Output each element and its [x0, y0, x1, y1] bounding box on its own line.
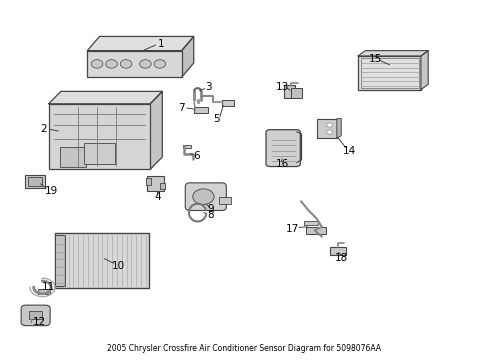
Bar [357, 56, 420, 90]
Polygon shape [420, 51, 427, 90]
Bar [329, 247, 345, 255]
Text: 10: 10 [112, 261, 125, 271]
Text: 4: 4 [154, 192, 161, 202]
Bar [304, 221, 317, 225]
Text: 9: 9 [207, 204, 214, 215]
Circle shape [105, 60, 117, 68]
Circle shape [120, 60, 132, 68]
Polygon shape [150, 91, 162, 169]
Text: 14: 14 [343, 146, 356, 156]
Bar [87, 51, 181, 77]
Text: 11: 11 [42, 282, 55, 292]
Bar [29, 311, 42, 319]
Bar [147, 176, 163, 191]
Text: 15: 15 [367, 54, 381, 64]
FancyBboxPatch shape [21, 305, 50, 326]
Circle shape [139, 60, 151, 68]
Circle shape [91, 60, 102, 68]
Bar [291, 88, 302, 99]
Text: 8: 8 [207, 210, 214, 220]
Circle shape [154, 60, 165, 68]
Polygon shape [336, 119, 341, 138]
Text: 1: 1 [158, 39, 164, 49]
Bar [219, 197, 231, 204]
Bar [182, 145, 191, 148]
Bar [306, 227, 325, 234]
Text: 19: 19 [44, 186, 58, 195]
Text: 16: 16 [275, 159, 288, 169]
Bar [284, 85, 294, 98]
Bar [54, 235, 65, 286]
Text: 18: 18 [334, 253, 347, 263]
Bar [55, 233, 149, 288]
Text: 3: 3 [204, 82, 211, 92]
Bar [28, 177, 42, 186]
Text: 6: 6 [192, 151, 199, 161]
Circle shape [326, 130, 332, 134]
FancyBboxPatch shape [265, 130, 300, 167]
Polygon shape [49, 91, 162, 104]
Bar [83, 143, 115, 164]
Text: 7: 7 [178, 103, 184, 113]
Polygon shape [181, 36, 193, 77]
Bar [25, 175, 45, 188]
Polygon shape [357, 51, 427, 56]
Text: 5: 5 [213, 114, 220, 125]
Bar [316, 119, 336, 138]
Text: 2: 2 [41, 123, 47, 134]
Bar [146, 177, 151, 185]
Bar [360, 58, 418, 88]
Polygon shape [87, 36, 193, 51]
Text: 2005 Chrysler Crossfire Air Conditioner Sensor Diagram for 5098076AA: 2005 Chrysler Crossfire Air Conditioner … [107, 344, 381, 353]
Bar [221, 100, 233, 105]
Circle shape [326, 123, 332, 127]
Bar [38, 289, 50, 294]
FancyBboxPatch shape [185, 183, 226, 211]
Bar [194, 107, 207, 113]
Text: 17: 17 [285, 224, 299, 234]
Text: 12: 12 [32, 318, 45, 328]
Bar [49, 104, 150, 169]
Circle shape [192, 189, 214, 204]
Bar [160, 183, 164, 189]
Text: 13: 13 [275, 82, 288, 92]
Bar [60, 147, 86, 167]
